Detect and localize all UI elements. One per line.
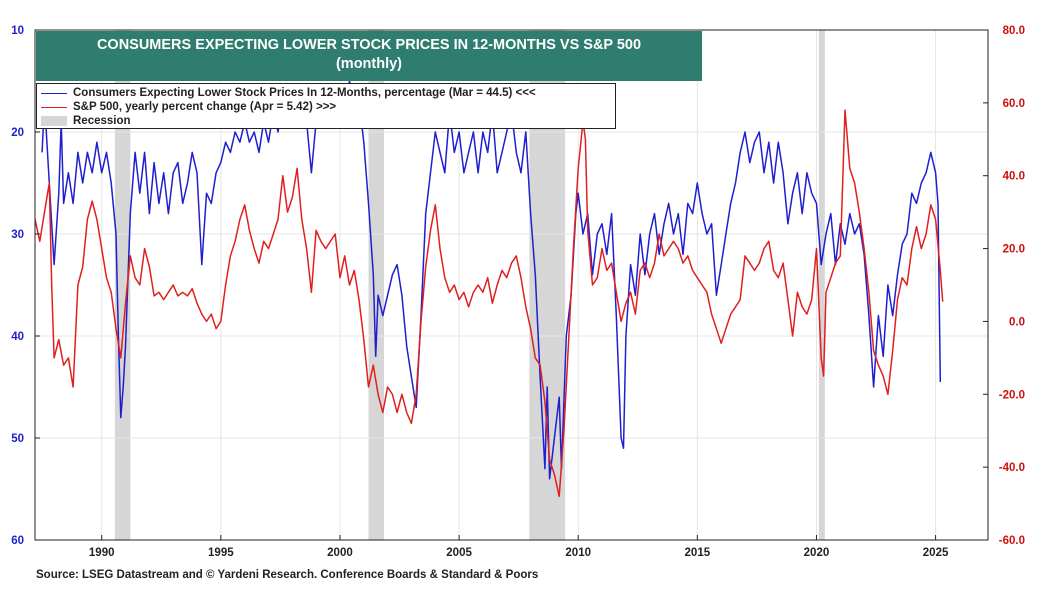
x-tick-label-6: 2020 [804, 547, 830, 559]
left-tick-label-4: 50 [11, 433, 24, 445]
x-tick-label-0: 1990 [89, 547, 115, 559]
legend-swatch-blue [41, 92, 67, 94]
legend-swatch-red [41, 106, 67, 108]
legend-label-recession: Recession [73, 115, 131, 127]
plot-frame [34, 29, 989, 541]
recession-band-3 [818, 30, 825, 540]
legend-swatch-recession [41, 116, 67, 126]
right-tick-label-4: 20.0 [1003, 244, 1025, 256]
left-tick-label-1: 20 [11, 127, 24, 139]
recession-band-0 [114, 30, 131, 540]
right-tick-label-5: 40.0 [1003, 171, 1025, 183]
chart-title-line2: (monthly) [335, 56, 403, 72]
x-tick-label-3: 2005 [446, 547, 472, 559]
right-tick-label-3: 0.0 [1009, 316, 1025, 328]
series-line-sp500 [34, 109, 944, 498]
right-tick-label-6: 60.0 [1003, 98, 1025, 110]
legend-item-consumers: Consumers Expecting Lower Stock Prices I… [41, 86, 536, 100]
left-tick-label-0: 10 [11, 25, 24, 37]
x-tick-label-7: 2025 [923, 547, 949, 559]
left-tick-label-3: 40 [11, 331, 24, 343]
series-line-consumers [41, 80, 942, 480]
x-axis-ticks: 1990 1995 2000 2005 2010 2015 2020 2025 [89, 535, 949, 559]
legend-item-recession: Recession [41, 114, 131, 128]
chart-title-line1: CONSUMERS EXPECTING LOWER STOCK PRICES I… [96, 37, 642, 53]
x-tick-label-2: 2000 [327, 547, 353, 559]
left-tick-label-2: 30 [11, 229, 24, 241]
x-tick-label-1: 1995 [208, 547, 234, 559]
left-tick-label-5: 60 [11, 535, 24, 547]
legend-item-sp500: S&P 500, yearly percent change (Apr = 5.… [41, 100, 336, 114]
x-tick-label-4: 2010 [565, 547, 591, 559]
right-tick-label-7: 80.0 [1003, 25, 1025, 37]
source-note: Source: LSEG Datastream and © Yardeni Re… [36, 569, 539, 581]
legend-label-sp500: S&P 500, yearly percent change (Apr = 5.… [73, 101, 337, 113]
series-lines [34, 80, 944, 498]
chart-title: CONSUMERS EXPECTING LOWER STOCK PRICES I… [36, 31, 702, 81]
right-tick-label-0: -60.0 [999, 535, 1025, 547]
x-tick-label-5: 2015 [685, 547, 711, 559]
legend: Consumers Expecting Lower Stock Prices I… [36, 83, 616, 129]
recession-band-1 [368, 30, 385, 540]
right-tick-label-1: -40.0 [999, 462, 1025, 474]
right-axis-ticks: -60.0 -40.0 -20.0 0.0 20.0 40.0 60.0 80.0 [983, 25, 1025, 547]
right-tick-label-2: -20.0 [999, 389, 1025, 401]
left-axis-ticks: 10 20 30 40 50 60 [11, 25, 40, 547]
legend-label-consumers: Consumers Expecting Lower Stock Prices I… [73, 87, 536, 99]
